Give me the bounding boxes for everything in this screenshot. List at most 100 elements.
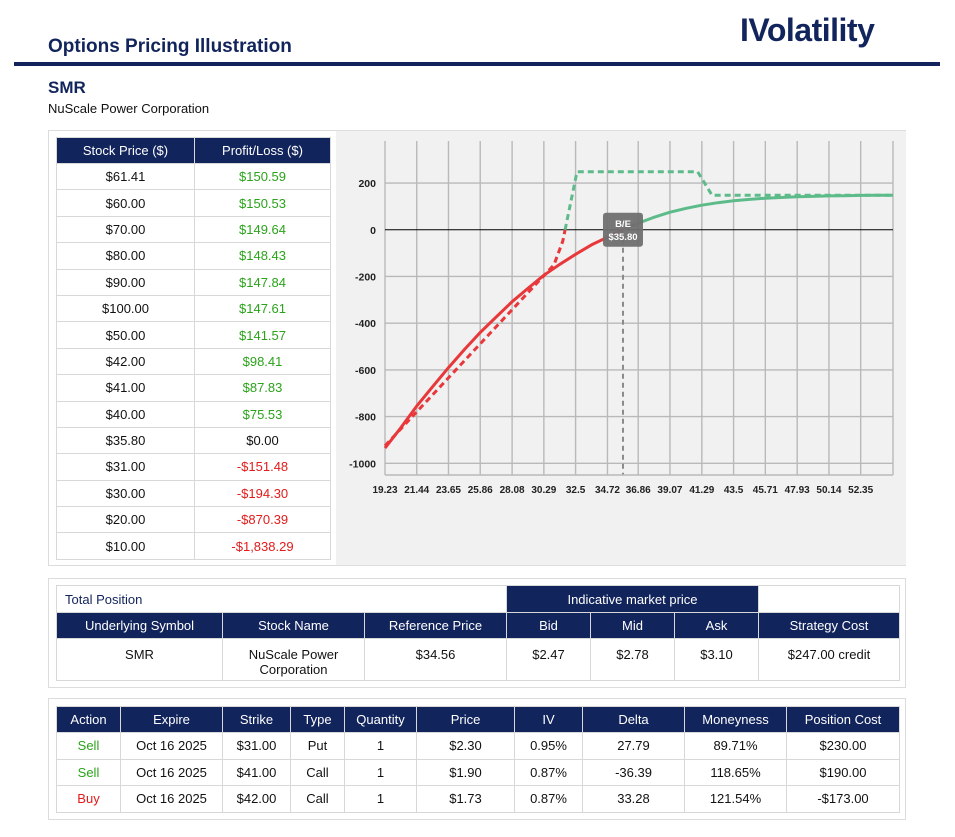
stock-price-cell: $10.00: [56, 532, 195, 560]
stock-price-cell: $50.00: [56, 321, 195, 349]
total-position-row: SMR NuScale Power Corporation $34.56 $2.…: [56, 638, 900, 681]
y-tick-label: -1000: [349, 458, 376, 470]
stock-price-cell: $35.80: [56, 426, 195, 455]
table-row: Sell Oct 16 2025 $41.00 Call 1 $1.90 0.87% -36.…: [56, 758, 900, 786]
col-header-stock-name: Stock Name: [222, 612, 365, 639]
col-header-strike: Strike: [222, 706, 291, 733]
profit-loss-cell: -$870.39: [194, 506, 331, 534]
leg-expire-cell: Oct 16 2025: [120, 758, 223, 786]
col-header-stock-price: Stock Price ($): [56, 137, 195, 164]
profit-loss-cell: $87.83: [194, 374, 331, 402]
leg-expire-cell: Oct 16 2025: [120, 732, 223, 760]
leg-qty-cell: 1: [344, 732, 417, 760]
table-row: $90.00 $147.84: [56, 268, 331, 296]
profit-loss-cell: $148.43: [194, 242, 331, 270]
col-header-moneyness: Moneyness: [684, 706, 787, 733]
leg-iv-cell: 0.87%: [514, 758, 583, 786]
col-header-underlying: Underlying Symbol: [56, 612, 223, 639]
leg-action-cell: Sell: [56, 732, 121, 760]
profit-loss-cell: $147.61: [194, 294, 331, 323]
col-header-position-cost: Position Cost: [786, 706, 900, 733]
total-position-table: Total Position Indicative market price U…: [56, 585, 900, 681]
profit-loss-cell: -$1,838.29: [194, 532, 331, 560]
table-row: $61.41 $150.59: [56, 162, 331, 191]
company-name: NuScale Power Corporation: [48, 101, 210, 116]
profit-loss-cell: -$194.30: [194, 479, 331, 508]
table-row: Sell Oct 16 2025 $31.00 Put 1 $2.30 0.95% 27.79…: [56, 732, 900, 760]
col-header-quantity: Quantity: [344, 706, 417, 733]
col-header-delta: Delta: [582, 706, 685, 733]
table-row: $35.80 $0.00: [56, 426, 331, 455]
breakeven-marker: [602, 212, 643, 247]
legs-box: Action Expire Strike Type Quantity Price…: [48, 698, 906, 820]
leg-delta-cell: -36.39: [582, 758, 685, 786]
stock-price-cell: $100.00: [56, 294, 195, 323]
table-row: $40.00 $75.53: [56, 400, 331, 428]
col-header-type: Type: [290, 706, 345, 733]
col-header-expire: Expire: [120, 706, 223, 733]
table-row: $10.00 -$1,838.29: [56, 532, 331, 560]
x-tick-label: 23.65: [436, 485, 461, 496]
y-tick-label: -400: [355, 318, 376, 330]
leg-type-cell: Call: [290, 785, 345, 813]
leg-moneyness-cell: 89.71%: [684, 732, 787, 760]
cell-ask: $3.10: [674, 638, 759, 681]
stock-price-cell: $80.00: [56, 242, 195, 270]
leg-action-cell: Sell: [56, 758, 121, 786]
stock-price-cell: $41.00: [56, 374, 195, 402]
stock-price-cell: $30.00: [56, 479, 195, 508]
x-tick-label: 45.71: [753, 485, 778, 496]
plot-area: [385, 141, 893, 475]
table-row: Buy Oct 16 2025 $42.00 Call 1 $1.73 0.87% 33.28…: [56, 785, 900, 813]
x-tick-label: 21.44: [404, 485, 429, 496]
col-header-iv: IV: [514, 706, 583, 733]
table-row: $31.00 -$151.48: [56, 453, 331, 481]
col-header-ref-price: Reference Price: [364, 612, 507, 639]
leg-price-cell: $2.30: [416, 732, 515, 760]
leg-price-cell: $1.90: [416, 758, 515, 786]
profit-loss-cell: -$151.48: [194, 453, 331, 481]
cell-stock-name: NuScale Power Corporation: [222, 638, 365, 681]
breakeven-value: $35.80: [608, 232, 637, 243]
stock-price-cell: $40.00: [56, 400, 195, 428]
x-tick-label: 36.86: [626, 485, 651, 496]
stock-price-cell: $90.00: [56, 268, 195, 296]
leg-iv-cell: 0.95%: [514, 732, 583, 760]
leg-qty-cell: 1: [344, 785, 417, 813]
x-tick-label: 52.35: [848, 485, 873, 496]
page-title: Options Pricing Illustration: [48, 36, 292, 57]
stock-price-cell: $20.00: [56, 506, 195, 534]
leg-cost-cell: -$173.00: [786, 785, 900, 813]
table-row: $80.00 $148.43: [56, 242, 331, 270]
leg-delta-cell: 33.28: [582, 785, 685, 813]
col-header-bid: Bid: [506, 612, 591, 639]
x-tick-label: 25.86: [468, 485, 493, 496]
leg-iv-cell: 0.87%: [514, 785, 583, 813]
leg-strike-cell: $41.00: [222, 758, 291, 786]
stock-price-cell: $61.41: [56, 162, 195, 191]
price-pl-table: Stock Price ($) Profit/Loss ($) $61.41 $1…: [56, 137, 331, 560]
profit-loss-cell: $149.64: [194, 215, 331, 244]
x-tick-label: 41.29: [689, 485, 714, 496]
legs-table: Action Expire Strike Type Quantity Price…: [56, 706, 900, 813]
x-tick-label: 28.08: [500, 485, 525, 496]
profit-loss-cell: $0.00: [194, 426, 331, 455]
leg-price-cell: $1.73: [416, 785, 515, 813]
leg-type-cell: Call: [290, 758, 345, 786]
leg-moneyness-cell: 118.65%: [684, 758, 787, 786]
header-divider: [14, 62, 940, 66]
stock-price-cell: $70.00: [56, 215, 195, 244]
x-tick-label: 30.29: [531, 485, 556, 496]
table-row: $100.00 $147.61: [56, 294, 331, 323]
profit-loss-cell: $141.57: [194, 321, 331, 349]
profit-loss-cell: $147.84: [194, 268, 331, 296]
y-tick-label: -800: [355, 412, 376, 424]
leg-qty-cell: 1: [344, 758, 417, 786]
leg-expire-cell: Oct 16 2025: [120, 785, 223, 813]
x-tick-label: 39.07: [657, 485, 682, 496]
table-row: $60.00 $150.53: [56, 189, 331, 217]
table-row: $41.00 $87.83: [56, 374, 331, 402]
y-tick-label: -600: [355, 365, 376, 377]
profit-loss-cell: $98.41: [194, 347, 331, 376]
x-tick-label: 47.93: [785, 485, 810, 496]
